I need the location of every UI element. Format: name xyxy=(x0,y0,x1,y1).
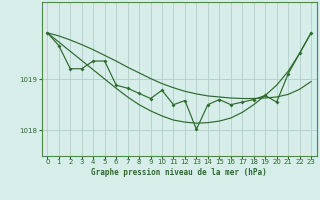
X-axis label: Graphe pression niveau de la mer (hPa): Graphe pression niveau de la mer (hPa) xyxy=(91,168,267,177)
